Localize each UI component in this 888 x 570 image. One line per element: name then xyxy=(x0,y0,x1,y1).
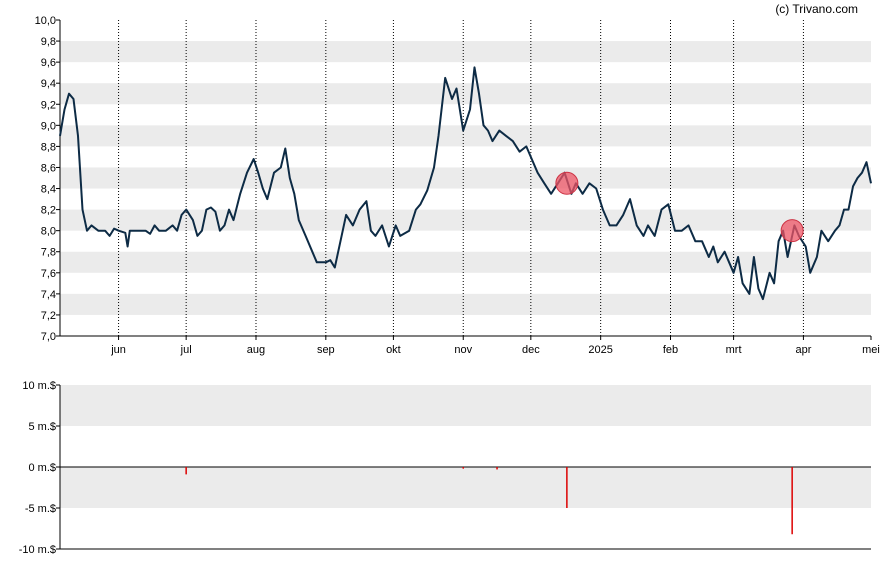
price-series-line xyxy=(59,66,872,301)
price-x-tick-label: jul xyxy=(180,344,192,356)
price-y-tick-label: 9,4 xyxy=(41,78,56,90)
price-x-tick-label: sep xyxy=(317,344,335,356)
volume-y-tick-label: 10 m.$ xyxy=(22,380,56,392)
volume-y-tick-label: 5 m.$ xyxy=(28,421,56,433)
volume-y-tick-label: 0 m.$ xyxy=(28,462,56,474)
price-y-tick-label: 7,6 xyxy=(41,268,56,280)
price-y-tick-label: 7,0 xyxy=(41,331,56,343)
price-y-tick-label: 9,6 xyxy=(41,57,56,69)
price-y-tick-label: 8,2 xyxy=(41,205,56,217)
price-x-tick-label: aug xyxy=(247,344,265,356)
price-grid-band xyxy=(60,125,871,147)
volume-y-tick-label: -10 m.$ xyxy=(19,544,56,556)
price-y-tick-label: 10,0 xyxy=(35,15,56,27)
price-y-tick-label: 8,6 xyxy=(41,162,56,174)
price-y-tick-label: 7,8 xyxy=(41,247,56,259)
price-grid-band xyxy=(60,167,871,189)
price-x-tick-label: apr xyxy=(795,344,811,356)
price-y-tick-label: 8,0 xyxy=(41,226,56,238)
price-grid-band xyxy=(60,293,871,315)
price-y-tick-label: 7,4 xyxy=(41,289,56,301)
price-x-tick-label: mei xyxy=(862,344,880,356)
credit-label: (c) Trivano.com xyxy=(775,2,858,16)
volume-y-tick-label: -5 m.$ xyxy=(25,503,56,515)
price-x-tick-label: okt xyxy=(386,344,401,356)
price-x-tick-label: jun xyxy=(110,344,126,356)
price-x-tick-label: 2025 xyxy=(588,344,612,356)
price-x-tick-label: nov xyxy=(454,344,472,356)
price-grid-band xyxy=(60,251,871,273)
price-grid-band xyxy=(60,83,871,105)
price-grid-band xyxy=(60,41,871,63)
price-x-tick-label: dec xyxy=(522,344,540,356)
volume-grid-band xyxy=(60,385,871,426)
price-grid-band xyxy=(60,209,871,231)
volume-grid-band xyxy=(60,467,871,508)
price-event-marker xyxy=(780,219,804,243)
price-y-tick-label: 7,2 xyxy=(41,310,56,322)
price-y-tick-label: 8,8 xyxy=(41,141,56,153)
price-y-tick-label: 9,0 xyxy=(41,120,56,132)
price-y-tick-label: 8,4 xyxy=(41,184,56,196)
price-event-marker xyxy=(555,171,579,195)
price-x-tick-label: mrt xyxy=(726,344,742,356)
price-y-tick-label: 9,2 xyxy=(41,99,56,111)
price-x-tick-label: feb xyxy=(663,344,678,356)
price-y-tick-label: 9,8 xyxy=(41,36,56,48)
